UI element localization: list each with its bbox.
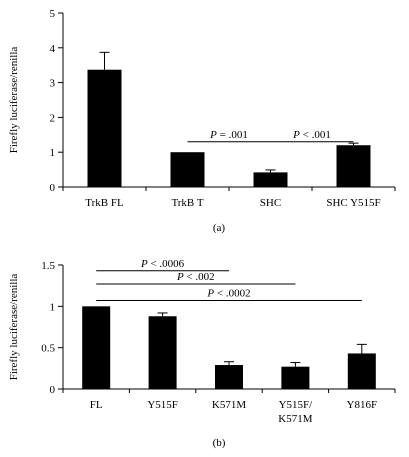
y-tick-label: 1.5 (41, 260, 55, 272)
y-tick-label: 2 (50, 112, 56, 124)
category-label: K571M (212, 399, 246, 411)
significance-label: P < .002 (176, 271, 215, 283)
bar (215, 365, 243, 389)
category-label: Y515F (147, 399, 178, 411)
panel-0: 0 1 2 3 4 5 Firefly luciferase/renilla TrkB FL T… (8, 8, 396, 234)
bar (148, 316, 177, 389)
panel-label: (b) (213, 437, 226, 449)
category-label: SHC (260, 197, 281, 209)
bar (347, 353, 376, 389)
significance-label: P = .001 (209, 129, 248, 141)
y-tick-label: 4 (50, 43, 56, 55)
category-label: SHC Y515F (326, 197, 380, 209)
bar (253, 172, 288, 187)
significance-label: P < .0006 (140, 258, 185, 270)
panel-label: (a) (213, 222, 226, 234)
panel-1: 0 0.5 1 1.5 Firefly luciferase/renilla FL Y515… (8, 258, 396, 449)
bar (170, 152, 205, 187)
y-tick-label: 0.5 (41, 343, 55, 355)
y-tick-label: 1 (50, 301, 56, 313)
significance-label: P < .001 (292, 129, 331, 141)
y-axis-title: Firefly luciferase/renilla (8, 47, 20, 154)
category-label: TrkB FL (85, 197, 124, 209)
category-label: Y515F/K571M (278, 399, 313, 425)
y-tick-label: 1 (50, 147, 56, 159)
category-label: TrkB T (171, 197, 203, 209)
bar (82, 306, 111, 389)
bar (87, 69, 122, 187)
y-tick-label: 0 (50, 182, 56, 194)
category-label: FL (90, 399, 103, 411)
category-label: Y816F (347, 399, 378, 411)
bar (281, 366, 310, 389)
y-tick-label: 5 (50, 8, 56, 20)
y-axis-title: Firefly luciferase/renilla (8, 274, 20, 381)
y-tick-label: 3 (50, 78, 56, 90)
significance-label: P < .0002 (206, 288, 250, 300)
bar (336, 145, 371, 187)
y-tick-label: 0 (50, 384, 56, 396)
